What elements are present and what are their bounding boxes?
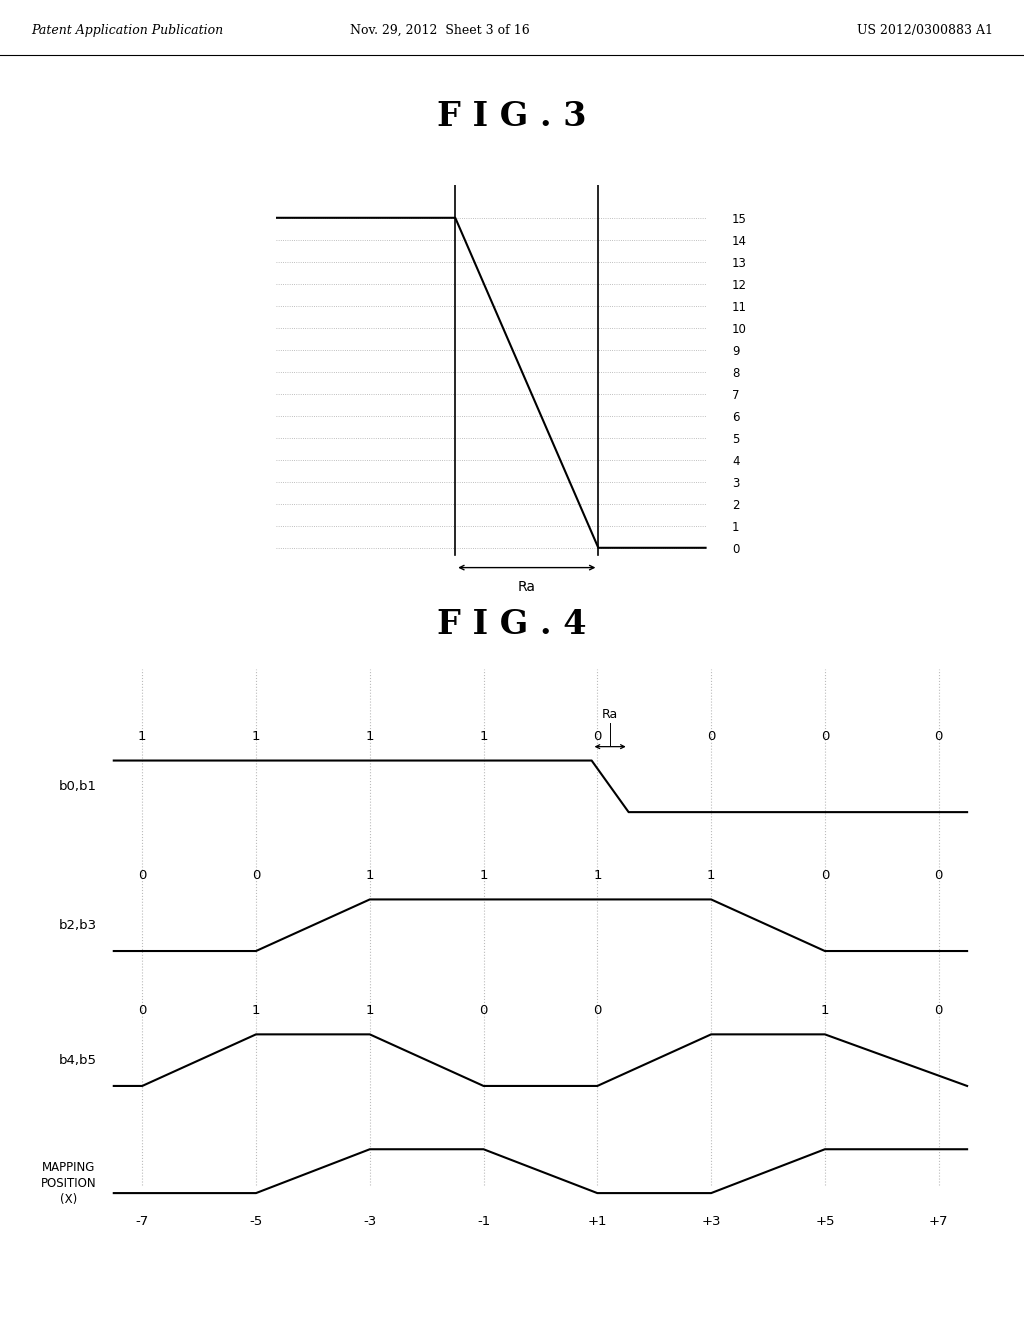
Text: 0: 0	[935, 730, 943, 743]
Text: +7: +7	[929, 1214, 948, 1228]
Text: 0: 0	[479, 1003, 487, 1016]
Text: 0: 0	[593, 730, 601, 743]
Text: 1: 1	[366, 1003, 374, 1016]
Text: 0: 0	[935, 869, 943, 882]
Text: 0: 0	[252, 869, 260, 882]
Text: 1: 1	[252, 730, 260, 743]
Text: 1: 1	[479, 730, 487, 743]
Text: MAPPING
POSITION
(X): MAPPING POSITION (X)	[41, 1160, 96, 1205]
Text: 1: 1	[479, 869, 487, 882]
Text: 1: 1	[593, 869, 601, 882]
Text: 0: 0	[935, 1003, 943, 1016]
Text: 0: 0	[138, 869, 146, 882]
Text: F I G . 4: F I G . 4	[437, 609, 587, 642]
Text: Nov. 29, 2012  Sheet 3 of 16: Nov. 29, 2012 Sheet 3 of 16	[350, 24, 530, 37]
Text: 0: 0	[138, 1003, 146, 1016]
Text: b0,b1: b0,b1	[58, 780, 96, 793]
Text: -7: -7	[135, 1214, 148, 1228]
Text: 1: 1	[820, 1003, 829, 1016]
Text: 1: 1	[366, 730, 374, 743]
Text: F I G . 3: F I G . 3	[437, 100, 587, 133]
Text: +5: +5	[815, 1214, 835, 1228]
Text: b2,b3: b2,b3	[58, 919, 96, 932]
Text: -3: -3	[364, 1214, 377, 1228]
Text: 1: 1	[252, 1003, 260, 1016]
Text: 0: 0	[820, 869, 829, 882]
Text: Ra: Ra	[602, 708, 617, 721]
Text: b4,b5: b4,b5	[58, 1053, 96, 1067]
Text: 0: 0	[593, 1003, 601, 1016]
Text: +3: +3	[701, 1214, 721, 1228]
Text: Patent Application Publication: Patent Application Publication	[31, 24, 223, 37]
Text: -1: -1	[477, 1214, 490, 1228]
Text: 1: 1	[366, 869, 374, 882]
Text: 0: 0	[820, 730, 829, 743]
Text: US 2012/0300883 A1: US 2012/0300883 A1	[857, 24, 993, 37]
Text: +1: +1	[588, 1214, 607, 1228]
Text: 1: 1	[138, 730, 146, 743]
Text: Ra: Ra	[518, 579, 536, 594]
Text: 1: 1	[707, 869, 716, 882]
Text: 0: 0	[707, 730, 716, 743]
Text: -5: -5	[250, 1214, 262, 1228]
